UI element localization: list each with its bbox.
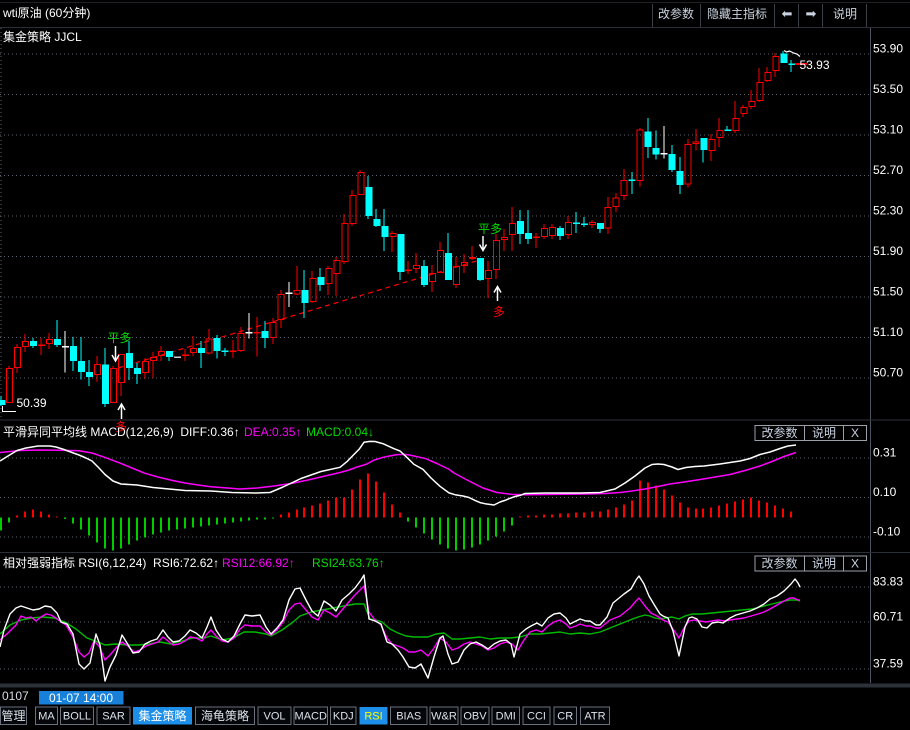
svg-text:53.93: 53.93 <box>800 58 830 72</box>
svg-text:RSI24:63.76↑: RSI24:63.76↑ <box>312 556 385 570</box>
svg-text:MACD:0.04↓: MACD:0.04↓ <box>306 425 374 439</box>
svg-text:MA: MA <box>38 711 55 723</box>
svg-text:50.70: 50.70 <box>873 366 903 380</box>
svg-text:RSI12:66.92↑: RSI12:66.92↑ <box>222 556 295 570</box>
svg-text:ATR: ATR <box>584 711 605 723</box>
svg-text:BOLL: BOLL <box>63 711 91 723</box>
svg-text:83.83: 83.83 <box>873 575 903 589</box>
svg-text:X: X <box>851 557 859 571</box>
svg-text:51.90: 51.90 <box>873 244 903 258</box>
svg-text:W&R: W&R <box>431 711 457 723</box>
svg-text:OBV: OBV <box>463 711 487 723</box>
svg-text:53.90: 53.90 <box>873 42 903 56</box>
svg-text:相对强弱指标 RSI(6,12,24) RSI6:72.6: 相对强弱指标 RSI(6,12,24) RSI6:72.62↑ <box>3 555 219 570</box>
svg-text:37.59: 37.59 <box>873 657 903 671</box>
svg-text:平滑异同平均线 MACD(12,26,9) DIFF:0.: 平滑异同平均线 MACD(12,26,9) DIFF:0.36↑ <box>3 425 240 439</box>
svg-text:隐藏主指标: 隐藏主指标 <box>707 6 767 21</box>
svg-text:DMI: DMI <box>496 711 516 723</box>
svg-text:60.71: 60.71 <box>873 610 903 624</box>
svg-text:MACD: MACD <box>295 711 327 723</box>
svg-text:说明: 说明 <box>812 556 836 571</box>
svg-text:52.70: 52.70 <box>873 163 903 177</box>
svg-text:改参数: 改参数 <box>658 6 694 21</box>
svg-text:改参数: 改参数 <box>761 556 797 571</box>
svg-text:集金策略: 集金策略 <box>138 708 186 723</box>
svg-text:说明: 说明 <box>812 425 836 440</box>
svg-text:53.10: 53.10 <box>873 123 903 137</box>
svg-text:0.10: 0.10 <box>873 485 897 499</box>
svg-text:CCI: CCI <box>527 711 546 723</box>
svg-text:-0.10: -0.10 <box>873 525 901 539</box>
svg-text:VOL: VOL <box>263 711 285 723</box>
svg-text:集金策略 JJCL: 集金策略 JJCL <box>3 29 82 44</box>
svg-text:0107: 0107 <box>2 689 29 703</box>
svg-text:DEA:0.35↑: DEA:0.35↑ <box>244 425 301 439</box>
svg-text:SAR: SAR <box>102 711 125 723</box>
svg-text:RSI: RSI <box>364 711 382 723</box>
svg-text:说明: 说明 <box>833 6 857 21</box>
svg-text:CR: CR <box>557 711 573 723</box>
svg-text:KDJ: KDJ <box>333 711 354 723</box>
svg-text:53.50: 53.50 <box>873 82 903 96</box>
svg-text:⬅: ⬅ <box>782 6 793 21</box>
svg-text:0.31: 0.31 <box>873 446 897 460</box>
svg-text:➡: ➡ <box>806 6 817 21</box>
svg-text:管理: 管理 <box>1 708 25 723</box>
svg-text:改参数: 改参数 <box>761 425 797 440</box>
svg-text:wti原油 (60分钟): wti原油 (60分钟) <box>2 5 90 20</box>
svg-text:X: X <box>851 426 859 440</box>
svg-text:BIAS: BIAS <box>396 711 421 723</box>
svg-text:51.50: 51.50 <box>873 285 903 299</box>
svg-text:51.10: 51.10 <box>873 325 903 339</box>
svg-text:平多: 平多 <box>107 331 131 345</box>
svg-text:多: 多 <box>493 305 505 319</box>
svg-text:01-07 14:00: 01-07 14:00 <box>49 691 113 705</box>
svg-text:50.39: 50.39 <box>17 396 47 410</box>
svg-text:52.30: 52.30 <box>873 204 903 218</box>
svg-text:平多: 平多 <box>478 222 502 236</box>
svg-text:海龟策略: 海龟策略 <box>201 708 249 723</box>
svg-text:多: 多 <box>115 420 127 434</box>
